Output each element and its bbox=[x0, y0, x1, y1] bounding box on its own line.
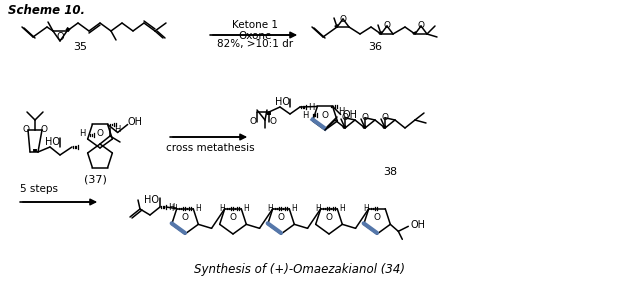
Text: O: O bbox=[22, 125, 29, 135]
Text: HO: HO bbox=[144, 195, 159, 205]
Text: O: O bbox=[250, 117, 257, 127]
Text: H: H bbox=[308, 103, 314, 113]
Text: O: O bbox=[40, 125, 47, 135]
Text: HO: HO bbox=[276, 97, 290, 107]
Text: 5 steps: 5 steps bbox=[20, 184, 58, 194]
Text: H: H bbox=[171, 204, 177, 213]
Text: O: O bbox=[182, 214, 188, 223]
Text: O: O bbox=[381, 113, 389, 122]
Text: OH: OH bbox=[128, 117, 142, 127]
Text: Scheme 10.: Scheme 10. bbox=[8, 4, 85, 17]
Text: O: O bbox=[341, 113, 348, 122]
Text: H: H bbox=[168, 203, 174, 213]
Text: O: O bbox=[270, 117, 277, 127]
Text: 36: 36 bbox=[368, 42, 382, 52]
Text: (37): (37) bbox=[83, 175, 106, 185]
Text: O: O bbox=[230, 214, 236, 223]
Text: H: H bbox=[79, 128, 85, 138]
Text: O: O bbox=[277, 214, 284, 223]
Text: H: H bbox=[291, 204, 297, 213]
Text: Oxone: Oxone bbox=[238, 31, 272, 41]
Text: 35: 35 bbox=[73, 42, 87, 52]
Text: O: O bbox=[417, 21, 424, 30]
Text: O: O bbox=[373, 214, 381, 223]
Text: O: O bbox=[96, 130, 103, 138]
Text: OH: OH bbox=[343, 110, 358, 120]
Text: H: H bbox=[338, 107, 344, 117]
Text: cross metathesis: cross metathesis bbox=[165, 143, 254, 153]
Text: HO: HO bbox=[45, 137, 60, 147]
Text: OH: OH bbox=[411, 220, 425, 230]
Text: H: H bbox=[315, 204, 321, 213]
Text: H: H bbox=[243, 204, 249, 213]
Text: Ketone 1: Ketone 1 bbox=[232, 20, 278, 30]
Text: H: H bbox=[195, 204, 201, 213]
Text: 38: 38 bbox=[383, 167, 397, 177]
Text: H: H bbox=[339, 204, 345, 213]
Text: O: O bbox=[361, 113, 368, 122]
Text: H: H bbox=[219, 204, 225, 213]
Text: O: O bbox=[325, 214, 333, 223]
Text: H: H bbox=[114, 125, 121, 135]
Text: O: O bbox=[56, 32, 64, 42]
Text: H: H bbox=[267, 204, 273, 213]
Text: O: O bbox=[384, 21, 391, 30]
Text: O: O bbox=[322, 112, 328, 120]
Text: H: H bbox=[363, 204, 369, 213]
Text: Synthesis of (+)-Omaezakianol (34): Synthesis of (+)-Omaezakianol (34) bbox=[195, 263, 406, 276]
Text: H: H bbox=[303, 110, 309, 120]
Text: 82%, >10:1 dr: 82%, >10:1 dr bbox=[217, 39, 293, 49]
Text: O: O bbox=[340, 15, 346, 23]
